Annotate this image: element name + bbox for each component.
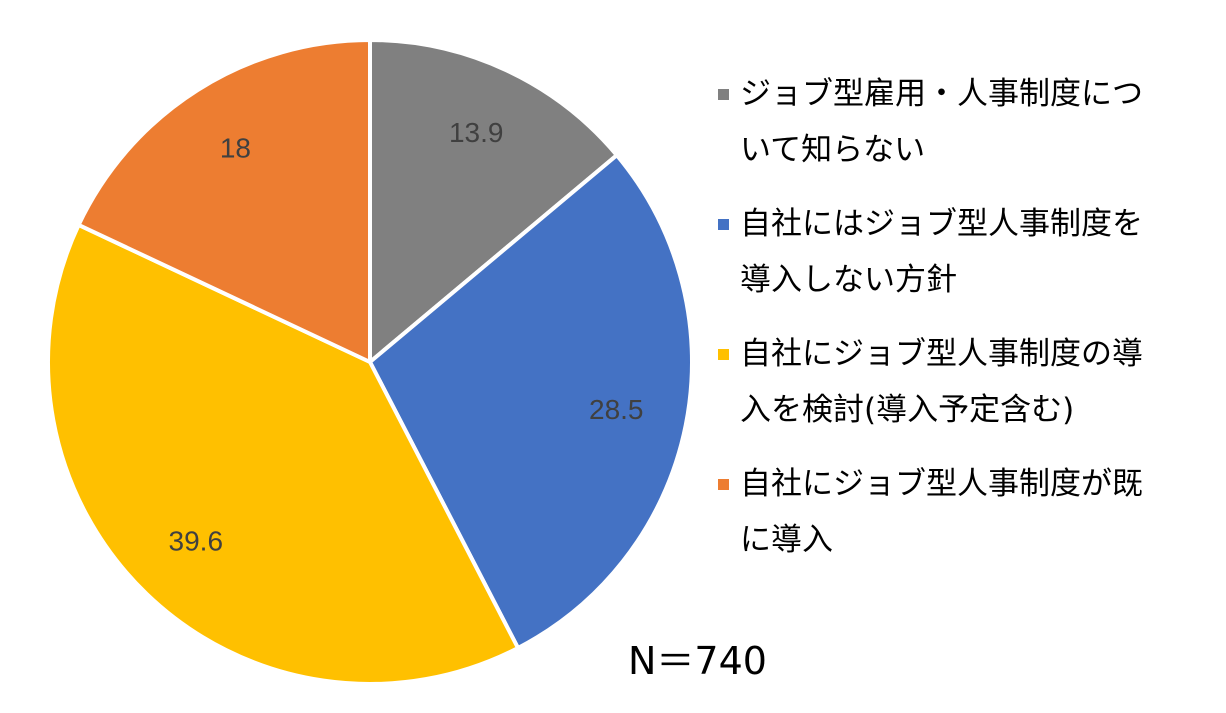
legend-item: ジョブ型雇用・人事制度について知らない [718,66,1158,178]
legend-label: ジョブ型雇用・人事制度について知らない [740,76,1143,168]
data-label: 18 [220,132,251,163]
legend-label: 自社にジョブ型人事制度が既に導入 [740,466,1143,558]
legend-item: 自社にジョブ型人事制度が既に導入 [718,456,1158,568]
pie-slice [46,222,521,686]
legend-label: 自社にジョブ型人事制度の導入を検討(導入予定含む) [740,336,1143,428]
legend-item: 自社にジョブ型人事制度の導入を検討(導入予定含む) [718,326,1158,438]
legend-swatch [718,219,729,230]
annotation: N＝740 [628,639,767,683]
data-label: 39.6 [169,525,224,556]
data-label: 28.5 [589,394,644,425]
pie-slice [368,37,620,367]
legend-label: 自社にはジョブ型人事制度を導入しない方針 [740,206,1143,298]
data-label: 13.9 [449,117,504,148]
legend-swatch [718,89,729,100]
pie-slice [75,37,372,366]
legend-swatch [718,479,729,490]
legend-swatch [718,349,729,360]
pie-slice [367,152,694,651]
legend-item: 自社にはジョブ型人事制度を導入しない方針 [718,196,1158,308]
legend: ジョブ型雇用・人事制度について知らない 自社にはジョブ型人事制度を導入しない方針自… [718,66,1158,586]
